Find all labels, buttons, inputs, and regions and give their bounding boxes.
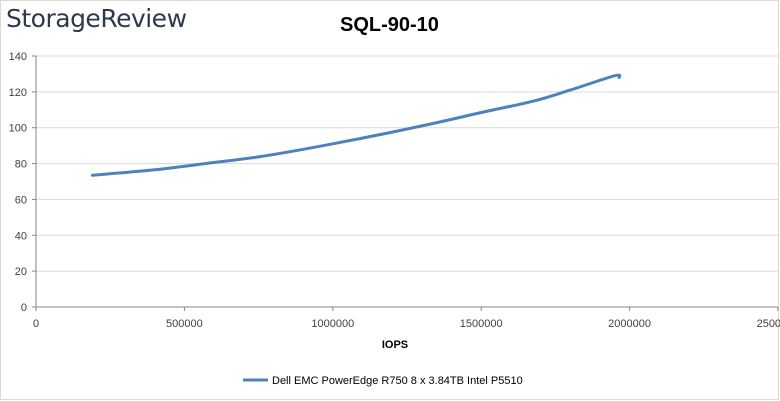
y-tick-label: 120 (9, 87, 27, 99)
y-tick-label: 80 (15, 159, 27, 171)
x-axis-title: IOPS (382, 339, 408, 351)
x-tick-label: 2000000 (608, 318, 651, 330)
gridlines (36, 55, 778, 272)
series-line (90, 73, 622, 177)
axes (32, 55, 779, 311)
x-tick-label: 2500000 (757, 318, 780, 330)
x-tick-labels: 0 500000 1000000 1500000 2000000 2500000 (33, 318, 780, 330)
brand-logo: StorageReview (6, 4, 187, 33)
y-tick-label: 140 (9, 51, 27, 63)
x-tick-label: 500000 (166, 318, 203, 330)
x-tick-label: 1000000 (311, 318, 354, 330)
x-tick-label: 0 (33, 318, 39, 330)
y-tick-labels: 0 20 40 60 80 100 120 140 (9, 51, 27, 314)
y-tick-label: 0 (21, 302, 27, 314)
y-tick-label: 100 (9, 123, 27, 135)
legend-label: Dell EMC PowerEdge R750 8 x 3.84TB Intel… (272, 375, 523, 387)
x-tick-label: 1500000 (460, 318, 503, 330)
chart-title: SQL-90-10 (340, 14, 439, 36)
legend: Dell EMC PowerEdge R750 8 x 3.84TB Intel… (243, 375, 523, 387)
series-lines (90, 73, 622, 177)
y-tick-label: 40 (15, 230, 27, 242)
y-tick-label: 60 (15, 194, 27, 206)
y-tick-label: 20 (15, 266, 27, 278)
